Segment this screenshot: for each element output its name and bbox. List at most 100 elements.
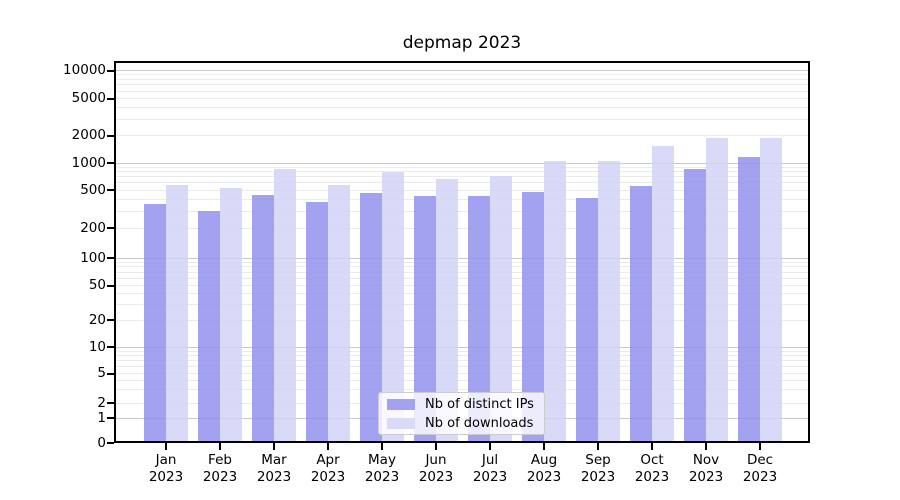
y-tick-mark [107, 402, 114, 404]
gridline [114, 277, 810, 279]
x-tick-mark [597, 443, 599, 450]
gridline [114, 266, 810, 268]
y-tick-label: 10000 [63, 62, 106, 78]
gridline [114, 182, 810, 184]
y-tick-label: 1 [97, 409, 106, 426]
x-tick-label-dec: Dec 2023 [742, 452, 778, 485]
x-tick-label-nov: Nov 2023 [688, 452, 724, 485]
bar-downloads-apr [328, 184, 350, 443]
y-tick-label: 2 [97, 394, 106, 411]
x-tick-mark [489, 443, 491, 450]
gridline [114, 171, 810, 173]
bar-downloads-nov [706, 137, 728, 443]
x-tick-label-feb: Feb 2023 [202, 452, 238, 485]
y-tick-label: 0 [97, 434, 106, 451]
bar-downloads-feb [220, 188, 242, 443]
gridline [114, 166, 810, 168]
legend-item-distinct-ips: Nb of distinct IPs [387, 397, 536, 412]
x-tick-mark [165, 443, 167, 450]
x-tick-mark [705, 443, 707, 450]
bar-distinct-ips-nov [684, 169, 706, 443]
bar-distinct-ips-dec [738, 157, 760, 443]
gridline [114, 350, 810, 352]
y-tick-label: 20 [88, 311, 106, 328]
gridline [114, 319, 810, 321]
bar-downloads-oct [652, 145, 674, 443]
gridline [114, 285, 810, 286]
bar-distinct-ips-jan [144, 203, 166, 443]
x-tick-label-may: May 2023 [364, 452, 400, 485]
x-tick-label-apr: Apr 2023 [310, 452, 346, 485]
gridline [114, 380, 810, 382]
gridline [114, 257, 810, 259]
legend-label-downloads: Nb of downloads [425, 415, 534, 431]
x-tick-mark [381, 443, 383, 450]
x-tick-label-jul: Jul 2023 [472, 452, 508, 485]
gridline [114, 271, 810, 273]
gridline [114, 346, 810, 348]
x-tick-mark [759, 443, 761, 450]
y-tick-mark [107, 417, 114, 419]
bar-downloads-jun [436, 178, 458, 443]
bar-distinct-ips-oct [630, 185, 652, 443]
y-tick-mark [107, 134, 114, 137]
gridline [114, 84, 810, 86]
gridline [114, 135, 810, 136]
x-tick-mark [219, 443, 221, 450]
gridline [114, 118, 810, 120]
gridline [114, 98, 810, 99]
x-tick-label-jun: Jun 2023 [418, 452, 454, 485]
gridline [114, 176, 810, 178]
y-tick-mark [107, 257, 114, 259]
y-tick-mark [107, 284, 114, 287]
gridline [114, 389, 810, 391]
y-tick-mark [107, 346, 114, 348]
legend: Nb of distinct IPs Nb of downloads [378, 392, 545, 435]
bar-distinct-ips-sep [576, 198, 598, 443]
gridline [114, 373, 810, 374]
y-tick-mark [107, 162, 114, 164]
x-tick-label-aug: Aug 2023 [526, 452, 562, 485]
legend-label-distinct-ips: Nb of distinct IPs [425, 396, 534, 412]
bar-downloads-mar [274, 169, 296, 443]
y-tick-label: 500 [80, 181, 106, 198]
bar-distinct-ips-feb [198, 211, 220, 443]
gridline [114, 293, 810, 295]
gridline [114, 261, 810, 263]
y-tick-label: 100 [80, 249, 106, 266]
y-tick-label: 10 [88, 338, 106, 355]
bar-distinct-ips-jun [414, 196, 436, 443]
y-tick-label: 50 [88, 277, 106, 293]
bar-distinct-ips-jul [468, 196, 490, 443]
y-tick-mark [107, 319, 114, 321]
y-tick-label: 1000 [71, 154, 106, 171]
legend-item-downloads: Nb of downloads [387, 416, 536, 431]
legend-swatch-downloads-icon [387, 417, 415, 429]
y-tick-label: 5000 [71, 90, 106, 106]
gridline [114, 90, 810, 92]
gridline [114, 70, 810, 71]
bar-downloads-sep [598, 161, 620, 443]
bar-downloads-jul [490, 175, 512, 443]
gridline [114, 210, 810, 212]
gridline [114, 304, 810, 306]
gridline [114, 74, 810, 76]
legend-swatch-distinct-ips-icon [387, 398, 415, 410]
bar-downloads-aug [544, 161, 566, 443]
y-tick-mark [107, 442, 114, 444]
bar-distinct-ips-mar [252, 195, 274, 443]
y-tick-label: 5 [97, 365, 106, 381]
plot-area [114, 61, 810, 443]
bar-downloads-may [382, 171, 404, 443]
gridline [114, 107, 810, 108]
x-tick-label-oct: Oct 2023 [634, 452, 670, 485]
y-tick-mark [107, 189, 114, 191]
y-tick-mark [107, 97, 114, 100]
bar-downloads-jan [166, 184, 188, 443]
x-tick-mark [543, 443, 545, 450]
bar-downloads-dec [760, 137, 782, 443]
y-tick-label: 200 [80, 219, 106, 236]
y-tick-label: 2000 [71, 127, 106, 143]
x-tick-label-mar: Mar 2023 [256, 452, 292, 485]
